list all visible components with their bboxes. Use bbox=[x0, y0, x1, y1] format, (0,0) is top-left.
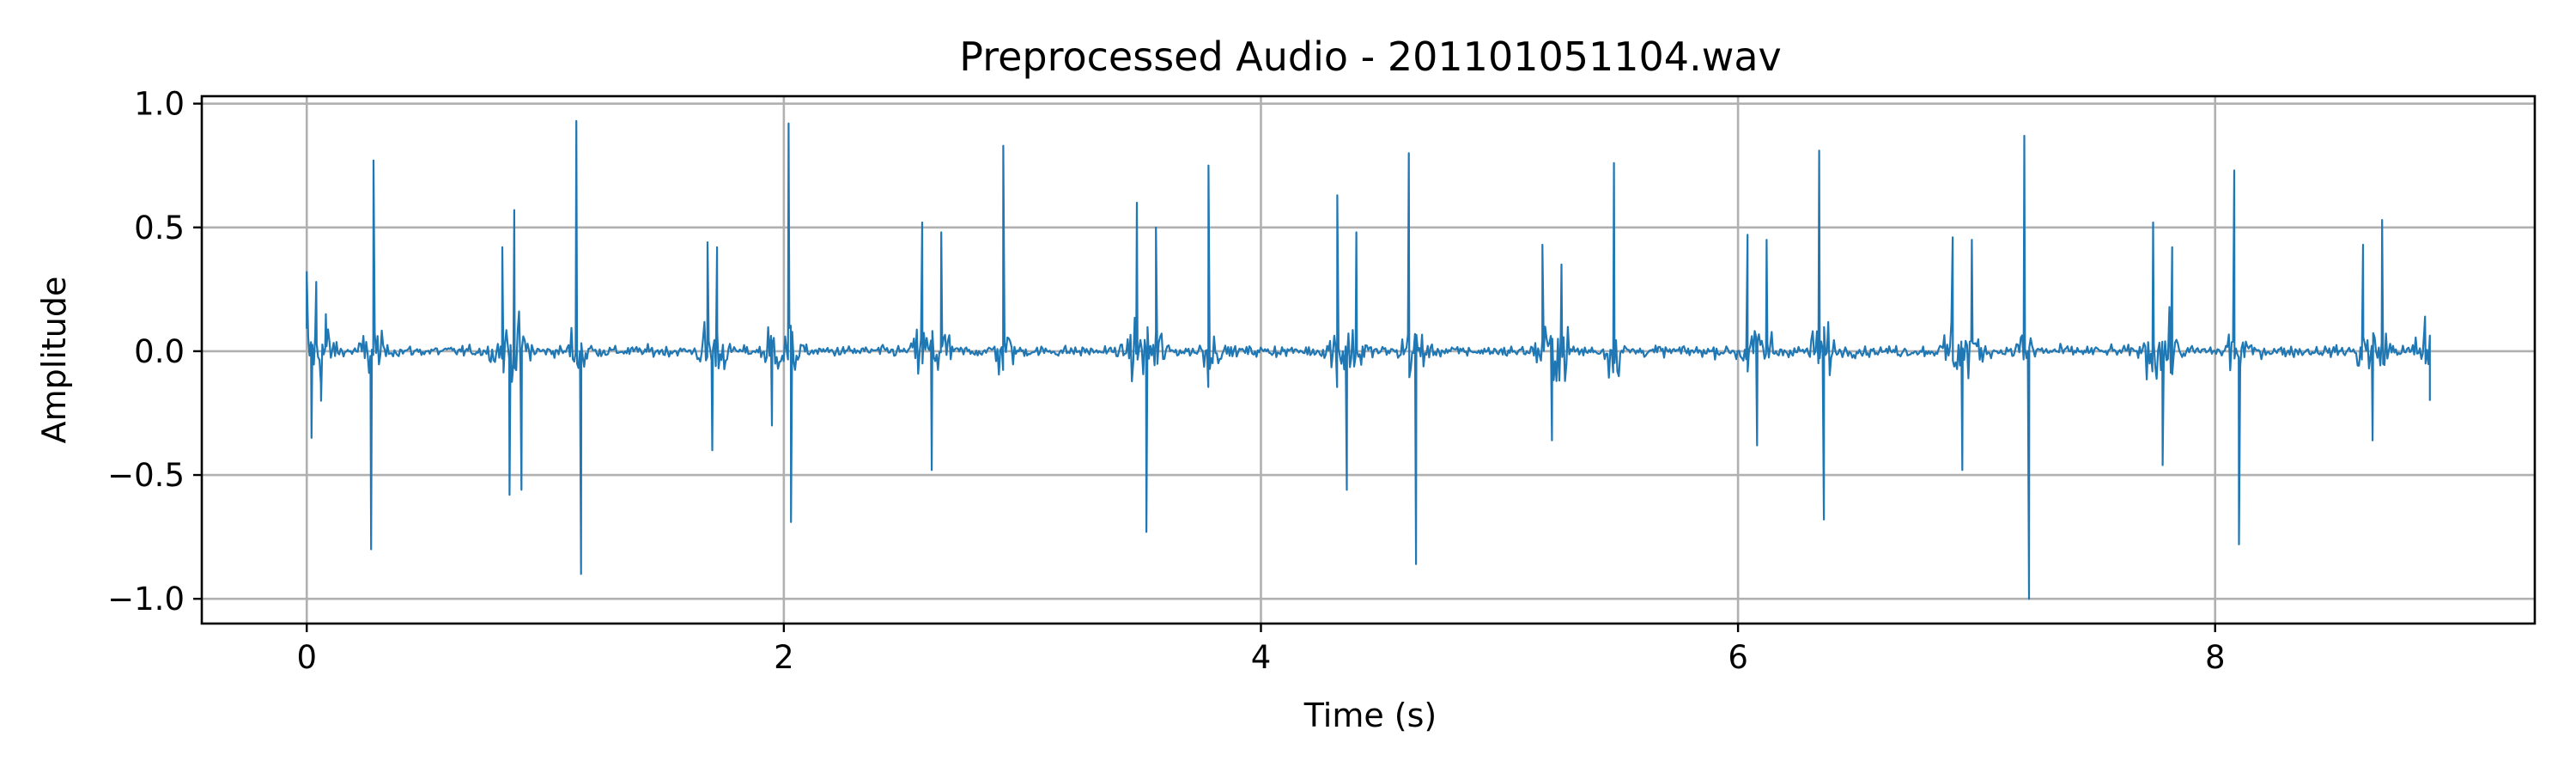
grid-lines bbox=[202, 96, 2535, 624]
y-tick-label: −1.0 bbox=[107, 581, 185, 618]
plot-frame bbox=[200, 94, 2537, 625]
waveform-line bbox=[306, 119, 2431, 600]
x-axis-label: Time (s) bbox=[1303, 697, 1437, 734]
x-tick-label: 2 bbox=[774, 639, 794, 676]
x-tick-label: 4 bbox=[1251, 639, 1272, 676]
y-tick-label: 0.0 bbox=[134, 333, 185, 370]
x-tick-label: 8 bbox=[2205, 639, 2226, 676]
y-tick-label: 1.0 bbox=[134, 86, 185, 123]
chart-title: Preprocessed Audio - 201101051104.wav bbox=[959, 33, 1781, 80]
y-tick-label: −0.5 bbox=[107, 457, 185, 494]
axis-ticks: 0 2 4 6 8 1.0 0.5 0.0 −0.5 −1.0 bbox=[107, 86, 2225, 676]
x-tick-label: 0 bbox=[296, 639, 317, 676]
y-axis-label: Amplitude bbox=[35, 277, 73, 444]
x-tick-label: 6 bbox=[1728, 639, 1748, 676]
y-tick-label: 0.5 bbox=[134, 210, 185, 247]
waveform-layer bbox=[306, 119, 2431, 600]
